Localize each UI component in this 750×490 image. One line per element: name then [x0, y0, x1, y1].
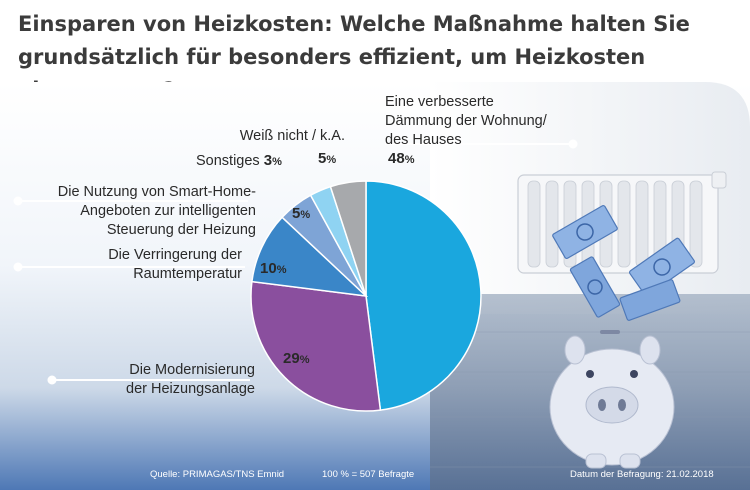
- label-daemmung: Eine verbesserte Dämmung der Wohnung/ de…: [385, 93, 547, 150]
- leader-dot-daemmung: [568, 139, 578, 149]
- pct-daemmung-value: 48: [388, 150, 405, 167]
- label-smarthome-line-1: Die Nutzung von Smart-Home-: [57, 184, 256, 200]
- footer-source: Quelle: PRIMAGAS/TNS Emnid: [150, 469, 285, 480]
- pct-daemmung: 48%: [388, 150, 414, 167]
- pie-slice-daemmung: [365, 180, 482, 411]
- title-line-1: Einsparen von Heizkosten: Welche Maßnahm…: [18, 12, 690, 36]
- footer-date: Datum der Befragung: 21.02.2018: [570, 469, 714, 480]
- label-raumtemperatur: Die Verringerung der Raumtemperatur: [60, 246, 242, 284]
- label-weissnicht: Weiß nicht / k.A.: [175, 127, 345, 146]
- chart-panel: [0, 82, 750, 490]
- leader-dot-smarthome: [13, 196, 23, 206]
- pie-slice-modernisierung: [250, 280, 382, 412]
- pct-raumtemperatur: 10%: [260, 260, 286, 277]
- label-daemmung-line-1: Eine verbesserte: [385, 94, 494, 110]
- pie-slice-weissnicht: [329, 180, 367, 297]
- radiator-illustration: [517, 171, 727, 274]
- label-daemmung-line-2: Dämmung der Wohnung/: [385, 113, 547, 129]
- label-smarthome-line-2: Angeboten zur intelligenten: [80, 203, 256, 219]
- label-sonstiges: Sonstiges 3%: [196, 151, 282, 172]
- pct-weissnicht-sign: %: [326, 154, 337, 166]
- chart-title: Einsparen von Heizkosten: Welche Maßnahm…: [18, 8, 733, 107]
- leader-lines: [13, 139, 578, 385]
- pct-sonstiges-sign: %: [272, 156, 282, 168]
- pct-modernisierung: 29%: [283, 350, 309, 367]
- label-smarthome-line-3: Steuerung der Heizung: [106, 222, 256, 238]
- banknote-illustration: [552, 205, 695, 321]
- pct-sonstiges-value: 3: [263, 152, 273, 169]
- label-sonstiges-text: Sonstiges: [196, 153, 260, 169]
- pie-slice-raumtemperatur: [251, 216, 369, 298]
- label-modernisierung-line-2: der Heizungsanlage: [126, 381, 255, 397]
- label-smarthome: Die Nutzung von Smart-Home- Angeboten zu…: [18, 183, 256, 240]
- pct-raumtemperatur-value: 10: [260, 260, 277, 277]
- label-modernisierung: Die Modernisierung der Heizungsanlage: [70, 361, 255, 399]
- pct-raumtemperatur-sign: %: [276, 264, 287, 276]
- leader-dot-raumtemperatur: [13, 262, 23, 272]
- label-raumtemperatur-line-1: Die Verringerung der: [108, 247, 242, 263]
- label-daemmung-line-3: des Hauses: [385, 132, 462, 148]
- pct-modernisierung-sign: %: [299, 354, 310, 366]
- footer-base: 100 % = 507 Befragte: [322, 469, 415, 480]
- pct-modernisierung-value: 29: [283, 350, 300, 367]
- pct-daemmung-sign: %: [404, 154, 415, 166]
- pct-weissnicht: 5%: [318, 150, 336, 167]
- pie-chart: [250, 180, 482, 412]
- label-weissnicht-text: Weiß nicht / k.A.: [239, 128, 345, 144]
- pct-weissnicht-value: 5: [318, 150, 327, 167]
- leader-dot-modernisierung: [47, 375, 57, 385]
- label-modernisierung-line-1: Die Modernisierung: [129, 362, 255, 378]
- pct-smarthome: 5%: [292, 205, 310, 222]
- pct-smarthome-sign: %: [300, 209, 311, 221]
- pct-smarthome-value: 5: [292, 205, 301, 222]
- label-raumtemperatur-line-2: Raumtemperatur: [133, 266, 242, 282]
- piggy-bank-illustration: [549, 330, 675, 469]
